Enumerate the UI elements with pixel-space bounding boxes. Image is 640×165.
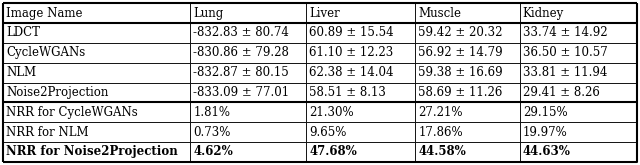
Bar (306, 122, 415, 142)
Text: 62.38 ± 14.04: 62.38 ± 14.04 (309, 66, 394, 79)
Bar (415, 82, 520, 102)
Bar (520, 23, 637, 43)
Text: 29.15%: 29.15% (523, 106, 568, 119)
Bar (520, 142, 637, 162)
Bar (3, 82, 190, 102)
Text: NRR for Noise2Projection: NRR for Noise2Projection (6, 145, 178, 158)
Text: 44.58%: 44.58% (419, 145, 466, 158)
Bar (520, 102, 637, 122)
Text: 56.92 ± 14.79: 56.92 ± 14.79 (419, 46, 503, 59)
Text: 61.10 ± 12.23: 61.10 ± 12.23 (309, 46, 394, 59)
Text: NLM: NLM (6, 66, 36, 79)
Text: 9.65%: 9.65% (309, 126, 347, 138)
Text: 1.81%: 1.81% (193, 106, 230, 119)
Bar (3, 122, 190, 142)
Bar (3, 43, 190, 63)
Text: 59.42 ± 20.32: 59.42 ± 20.32 (419, 27, 503, 39)
Bar (415, 3, 520, 23)
Bar (190, 142, 306, 162)
Bar (190, 23, 306, 43)
Bar (415, 63, 520, 82)
Text: 29.41 ± 8.26: 29.41 ± 8.26 (523, 86, 600, 99)
Text: -832.87 ± 80.15: -832.87 ± 80.15 (193, 66, 289, 79)
Bar (306, 3, 415, 23)
Bar (520, 122, 637, 142)
Text: 47.68%: 47.68% (309, 145, 357, 158)
Bar (190, 3, 306, 23)
Bar (415, 43, 520, 63)
Text: Noise2Projection: Noise2Projection (6, 86, 109, 99)
Bar (415, 23, 520, 43)
Bar (306, 63, 415, 82)
Text: -833.09 ± 77.01: -833.09 ± 77.01 (193, 86, 289, 99)
Text: 44.63%: 44.63% (523, 145, 571, 158)
Text: Liver: Liver (309, 7, 340, 20)
Bar (306, 82, 415, 102)
Bar (190, 82, 306, 102)
Bar (520, 43, 637, 63)
Text: 27.21%: 27.21% (419, 106, 463, 119)
Bar (3, 102, 190, 122)
Text: 33.74 ± 14.92: 33.74 ± 14.92 (523, 27, 607, 39)
Text: 0.73%: 0.73% (193, 126, 230, 138)
Bar (3, 63, 190, 82)
Bar (306, 23, 415, 43)
Text: LDCT: LDCT (6, 27, 40, 39)
Text: NRR for CycleWGANs: NRR for CycleWGANs (6, 106, 138, 119)
Text: 36.50 ± 10.57: 36.50 ± 10.57 (523, 46, 607, 59)
Bar (190, 122, 306, 142)
Text: -832.83 ± 80.74: -832.83 ± 80.74 (193, 27, 289, 39)
Bar (3, 3, 190, 23)
Bar (3, 142, 190, 162)
Text: Kidney: Kidney (523, 7, 564, 20)
Bar (415, 122, 520, 142)
Bar (3, 23, 190, 43)
Bar (520, 63, 637, 82)
Text: 33.81 ± 11.94: 33.81 ± 11.94 (523, 66, 607, 79)
Bar (415, 102, 520, 122)
Text: 19.97%: 19.97% (523, 126, 568, 138)
Text: 17.86%: 17.86% (419, 126, 463, 138)
Text: Lung: Lung (193, 7, 223, 20)
Text: 58.51 ± 8.13: 58.51 ± 8.13 (309, 86, 386, 99)
Text: 4.62%: 4.62% (193, 145, 233, 158)
Text: CycleWGANs: CycleWGANs (6, 46, 86, 59)
Text: 59.38 ± 16.69: 59.38 ± 16.69 (419, 66, 503, 79)
Bar (415, 142, 520, 162)
Bar (306, 142, 415, 162)
Text: -830.86 ± 79.28: -830.86 ± 79.28 (193, 46, 289, 59)
Bar (520, 82, 637, 102)
Text: Muscle: Muscle (419, 7, 461, 20)
Bar (190, 63, 306, 82)
Bar (190, 43, 306, 63)
Text: NRR for NLM: NRR for NLM (6, 126, 89, 138)
Bar (520, 3, 637, 23)
Bar (190, 102, 306, 122)
Bar (306, 43, 415, 63)
Text: 21.30%: 21.30% (309, 106, 354, 119)
Text: 58.69 ± 11.26: 58.69 ± 11.26 (419, 86, 502, 99)
Text: Image Name: Image Name (6, 7, 83, 20)
Bar (306, 102, 415, 122)
Text: 60.89 ± 15.54: 60.89 ± 15.54 (309, 27, 394, 39)
